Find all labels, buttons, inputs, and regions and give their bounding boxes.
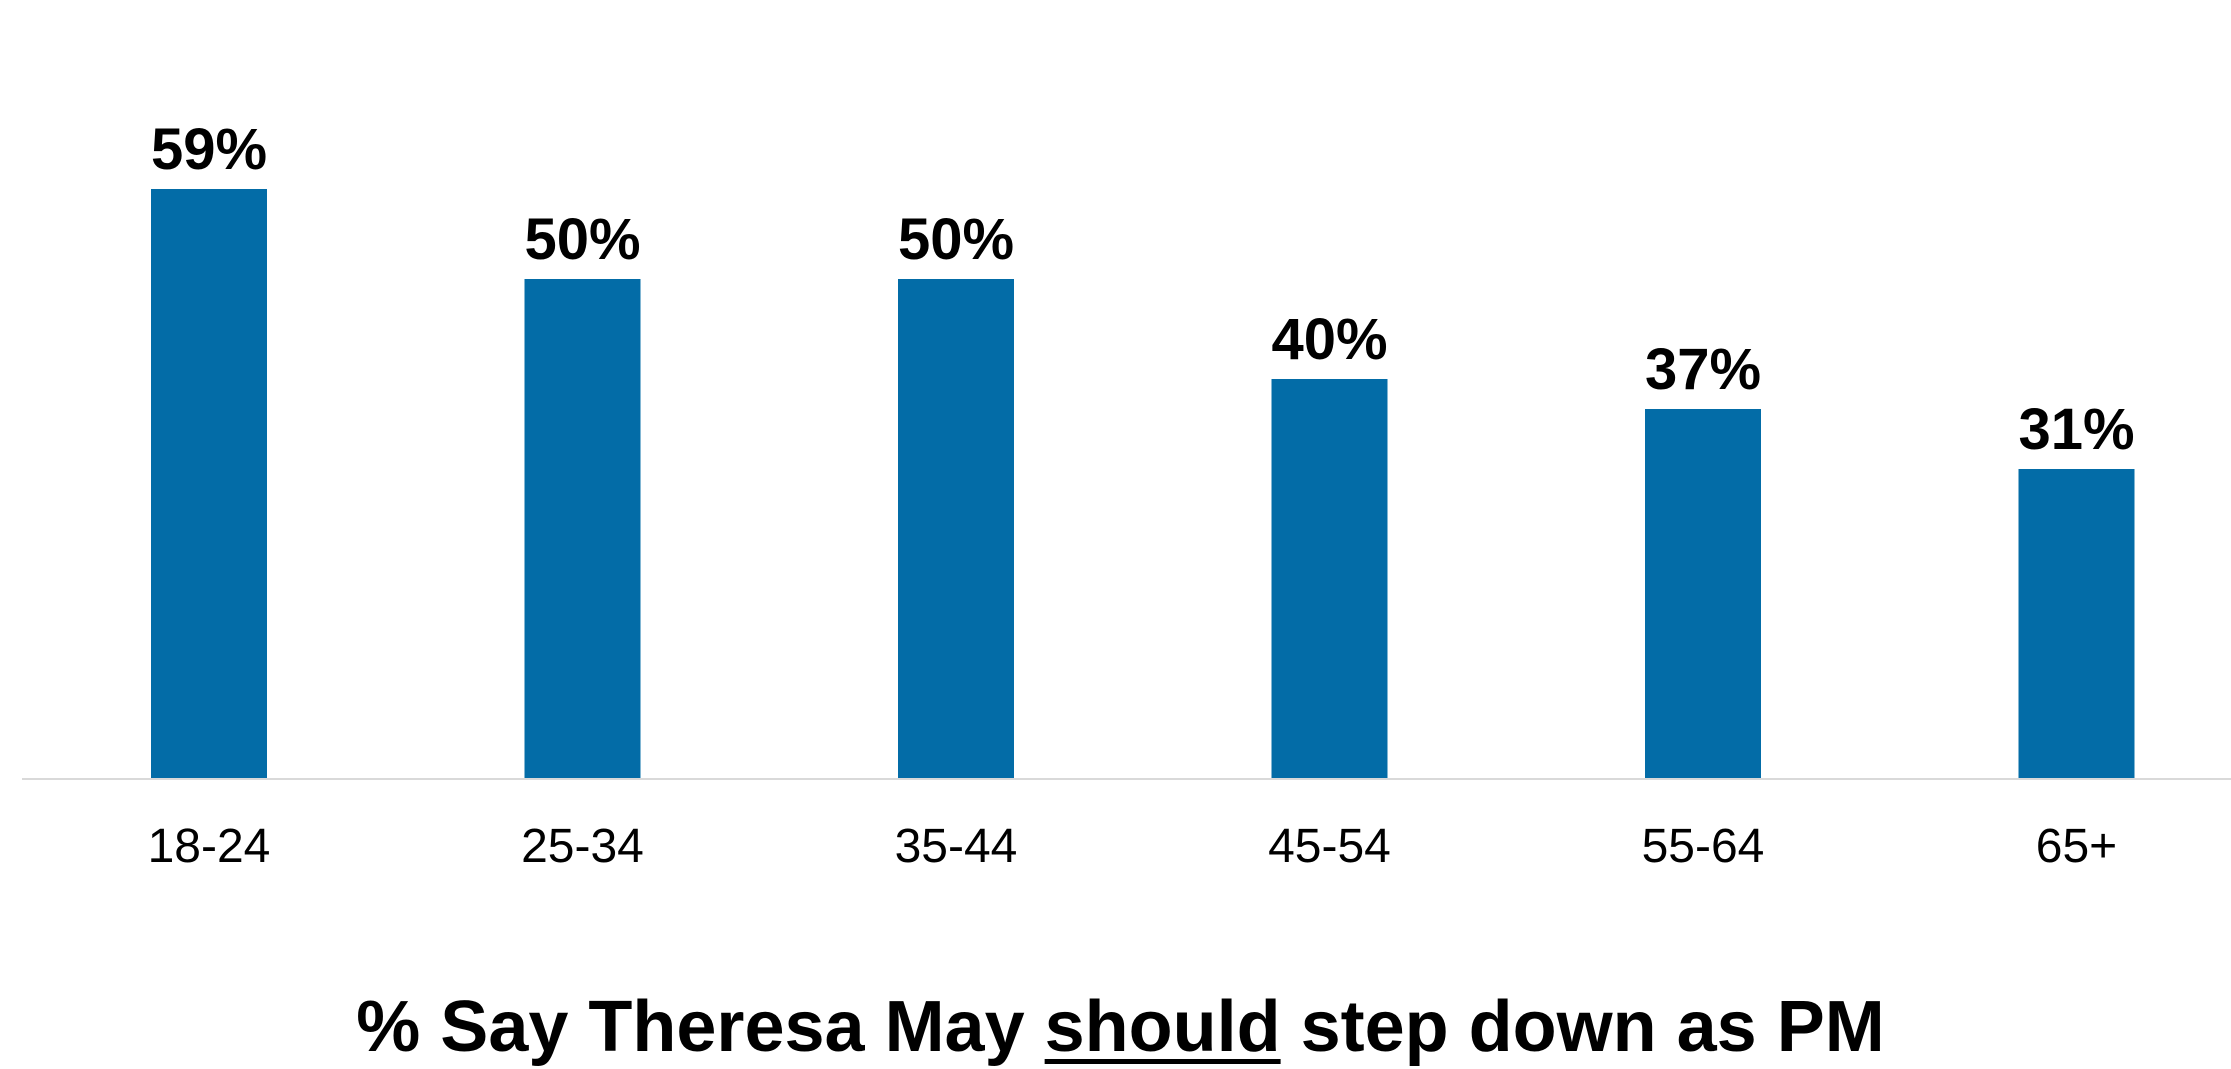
category-label-45-54: 45-54 [1268, 820, 1391, 873]
value-label-18-24: 59% [151, 117, 267, 182]
value-label-65+: 31% [2018, 397, 2134, 462]
chart-title-suffix: step down as PM [1280, 987, 1885, 1067]
value-label-55-64: 37% [1645, 337, 1761, 402]
category-labels-layer: 18-24 25-34 35-44 45-54 55-64 65+ [148, 820, 2118, 873]
value-label-25-34: 50% [524, 207, 640, 272]
category-label-35-44: 35-44 [895, 820, 1018, 873]
chart-title-prefix: % Say Theresa May [356, 987, 1045, 1067]
category-label-65+: 65+ [2036, 820, 2117, 873]
bars-layer [151, 189, 2135, 779]
bar-45-54 [1271, 379, 1388, 779]
chart-title: % Say Theresa May should step down as PM [0, 985, 2231, 1069]
category-label-25-34: 25-34 [521, 820, 644, 873]
bar-65+ [2018, 469, 2135, 779]
value-label-35-44: 50% [898, 207, 1014, 272]
bar-25-34 [524, 279, 641, 779]
bar-18-24 [151, 189, 267, 779]
value-labels-layer: 59% 50% 50% 40% 37% 31% [151, 117, 2135, 462]
bar-55-64 [1645, 409, 1761, 779]
chart-title-emphasis: should [1044, 987, 1281, 1067]
bar-chart-plot: 59% 50% 50% 40% 37% 31% 18-24 25-34 35-44 45-54 5… [22, 117, 2231, 873]
category-label-18-24: 18-24 [148, 820, 271, 873]
category-label-55-64: 55-64 [1642, 820, 1765, 873]
bar-35-44 [898, 279, 1014, 779]
value-label-45-54: 40% [1271, 307, 1387, 372]
